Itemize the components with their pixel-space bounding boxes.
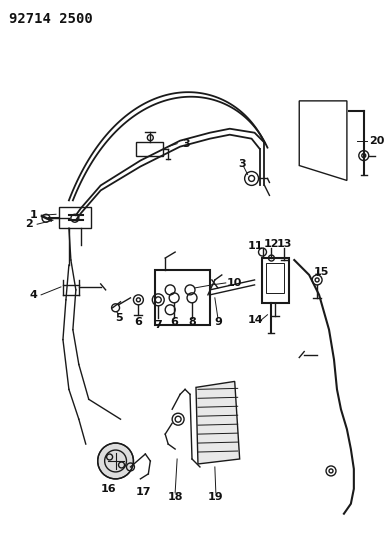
- Text: 6: 6: [170, 317, 178, 327]
- Text: 2: 2: [25, 219, 33, 229]
- Text: 20: 20: [369, 136, 385, 146]
- Text: 92714 2500: 92714 2500: [9, 12, 93, 26]
- Text: 7: 7: [154, 320, 162, 330]
- Text: 1: 1: [29, 210, 37, 220]
- Text: 4: 4: [29, 290, 37, 300]
- Text: 3: 3: [238, 158, 246, 168]
- Text: 19: 19: [208, 492, 223, 502]
- Text: 12: 12: [264, 239, 279, 249]
- Text: 8: 8: [188, 317, 196, 327]
- Text: 6: 6: [135, 317, 142, 327]
- Text: 16: 16: [101, 484, 116, 494]
- Text: 3: 3: [182, 139, 190, 149]
- Polygon shape: [196, 382, 240, 464]
- Text: 18: 18: [167, 492, 183, 502]
- Circle shape: [98, 443, 133, 479]
- Text: 13: 13: [277, 239, 292, 249]
- Text: 11: 11: [248, 241, 263, 251]
- Text: 15: 15: [314, 267, 329, 277]
- Text: 5: 5: [115, 313, 122, 323]
- Text: 10: 10: [227, 278, 242, 288]
- Text: 17: 17: [136, 487, 151, 497]
- Text: 9: 9: [214, 317, 222, 327]
- Text: 14: 14: [248, 314, 263, 325]
